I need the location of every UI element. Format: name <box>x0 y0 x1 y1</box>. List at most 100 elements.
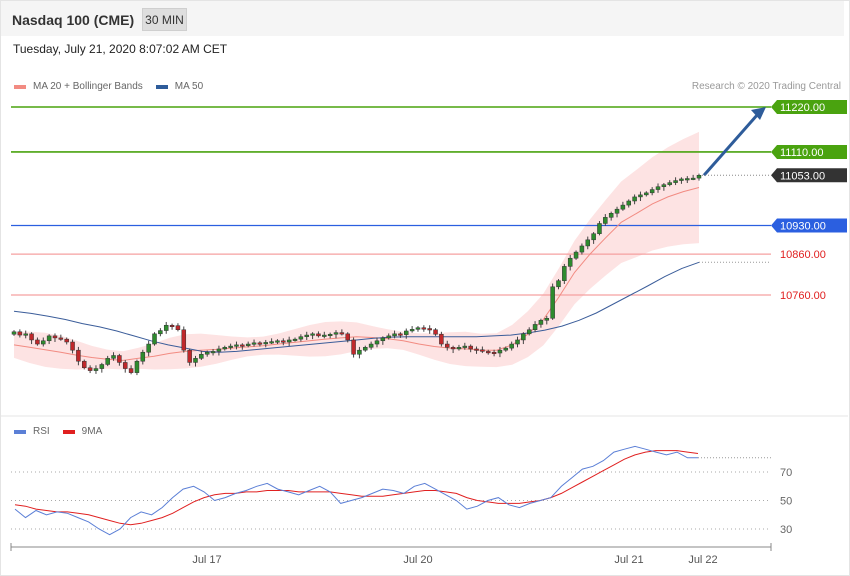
candle-body-75 <box>450 347 456 350</box>
candle-body-113 <box>673 180 678 183</box>
candle-body-63 <box>380 337 386 342</box>
candle-body-108 <box>644 192 649 196</box>
candle-body-103 <box>614 208 620 214</box>
chart-header: Nasdaq 100 (CME) 30 MIN <box>1 1 844 36</box>
candle-body-19 <box>122 362 128 369</box>
candle-body-109 <box>649 189 655 194</box>
candle-body-74 <box>444 343 450 348</box>
rsi-ma-line <box>14 450 699 526</box>
candle-body-3 <box>29 333 34 341</box>
main-legend: MA 20 + Bollinger Bands MA 50 <box>14 81 203 92</box>
candle-body-30 <box>187 349 192 363</box>
price-levels <box>11 106 771 296</box>
candle-body-105 <box>626 200 631 206</box>
candle-body-104 <box>620 204 626 210</box>
timeframe-button[interactable]: 30 MIN <box>142 8 187 31</box>
candle-body-95 <box>567 257 573 267</box>
moving-averages <box>13 187 771 361</box>
candle-body-93 <box>556 280 561 288</box>
candle-body-66 <box>398 333 403 336</box>
candle-body-35 <box>216 348 222 352</box>
candle-body-14 <box>93 368 99 371</box>
legend-ma20-label: MA 20 + Bollinger Bands <box>33 81 143 92</box>
candle-body-31 <box>193 358 198 363</box>
candle-body-7 <box>52 335 58 339</box>
candle-body-55 <box>333 332 339 335</box>
candle-body-110 <box>655 186 661 190</box>
candle-body-20 <box>128 368 134 373</box>
ma50-swatch <box>155 84 168 89</box>
candle-body-25 <box>158 330 163 335</box>
candle-body-80 <box>480 349 485 352</box>
ma20-line <box>13 187 700 361</box>
candles <box>11 173 702 376</box>
candle-body-43 <box>263 342 269 345</box>
candle-body-83 <box>497 349 503 354</box>
candle-body-72 <box>433 329 438 335</box>
candle-body-64 <box>386 335 391 339</box>
candle-body-70 <box>421 327 427 330</box>
candle-body-115 <box>685 178 690 181</box>
candle-body-41 <box>251 342 257 345</box>
candle-body-84 <box>503 347 509 351</box>
last-price-label: 11053.00 <box>780 170 825 182</box>
candle-body-62 <box>374 340 380 345</box>
legend-rsi-ma-label: 9MA <box>81 426 103 437</box>
candle-body-73 <box>439 333 444 345</box>
candle-body-57 <box>345 333 350 341</box>
candle-body-18 <box>117 355 122 363</box>
candle-body-4 <box>35 339 40 345</box>
candle-body-89 <box>532 324 538 330</box>
candle-body-27 <box>169 324 175 327</box>
research-credit: Research © 2020 Trading Central <box>691 81 841 92</box>
candle-body-116 <box>690 177 696 180</box>
candle-body-60 <box>363 347 368 351</box>
candle-body-52 <box>316 333 321 337</box>
bollinger-band-area <box>14 131 699 370</box>
candle-body-71 <box>427 328 432 331</box>
level-label-0: 11220.00 <box>780 102 825 114</box>
level-tag-2 <box>771 218 847 233</box>
candle-body-22 <box>140 351 146 362</box>
candle-body-76 <box>456 347 462 350</box>
candle-body-85 <box>509 343 514 349</box>
level-tags: 11220.00 11110.00 10930.00 10860.00 10760.00… <box>702 100 847 302</box>
candle-body-88 <box>526 329 532 335</box>
candle-body-17 <box>111 355 116 359</box>
candle-body-54 <box>327 333 333 336</box>
candle-body-38 <box>234 344 239 347</box>
candle-body-68 <box>409 329 415 332</box>
candle-body-96 <box>573 251 579 259</box>
chart-datetime: Tuesday, July 21, 2020 8:07:02 AM CET <box>13 42 228 56</box>
candle-body-45 <box>275 340 280 343</box>
rsi-legend: RSI 9MA <box>14 426 102 437</box>
candle-body-107 <box>638 194 643 198</box>
candle-body-10 <box>70 341 75 351</box>
candle-body-112 <box>667 182 672 185</box>
candle-body-1 <box>17 331 23 336</box>
legend-rsi-label: RSI <box>33 426 50 437</box>
candle-body-12 <box>82 360 87 368</box>
candle-body-5 <box>41 340 46 345</box>
candle-body-8 <box>58 337 64 340</box>
candle-body-81 <box>485 351 491 354</box>
candle-body-2 <box>23 333 28 336</box>
candle-body-97 <box>579 245 585 253</box>
candle-body-16 <box>105 358 110 365</box>
candle-body-28 <box>175 325 181 330</box>
level-label-1: 11110.00 <box>780 147 823 159</box>
candle-body-91 <box>544 318 550 321</box>
candle-body-9 <box>64 338 69 343</box>
candle-body-49 <box>298 336 304 340</box>
candle-body-59 <box>357 349 362 355</box>
rsi-tick-0: 70 <box>780 467 792 479</box>
legend-ma50-label: MA 50 <box>174 81 204 92</box>
candle-body-29 <box>181 329 187 351</box>
candle-body-67 <box>404 330 409 335</box>
candle-body-65 <box>392 333 397 337</box>
candle-body-40 <box>245 343 251 346</box>
x-tick-label-3: Jul 22 <box>688 554 717 566</box>
candle-body-21 <box>134 360 140 373</box>
candle-body-56 <box>339 332 345 335</box>
